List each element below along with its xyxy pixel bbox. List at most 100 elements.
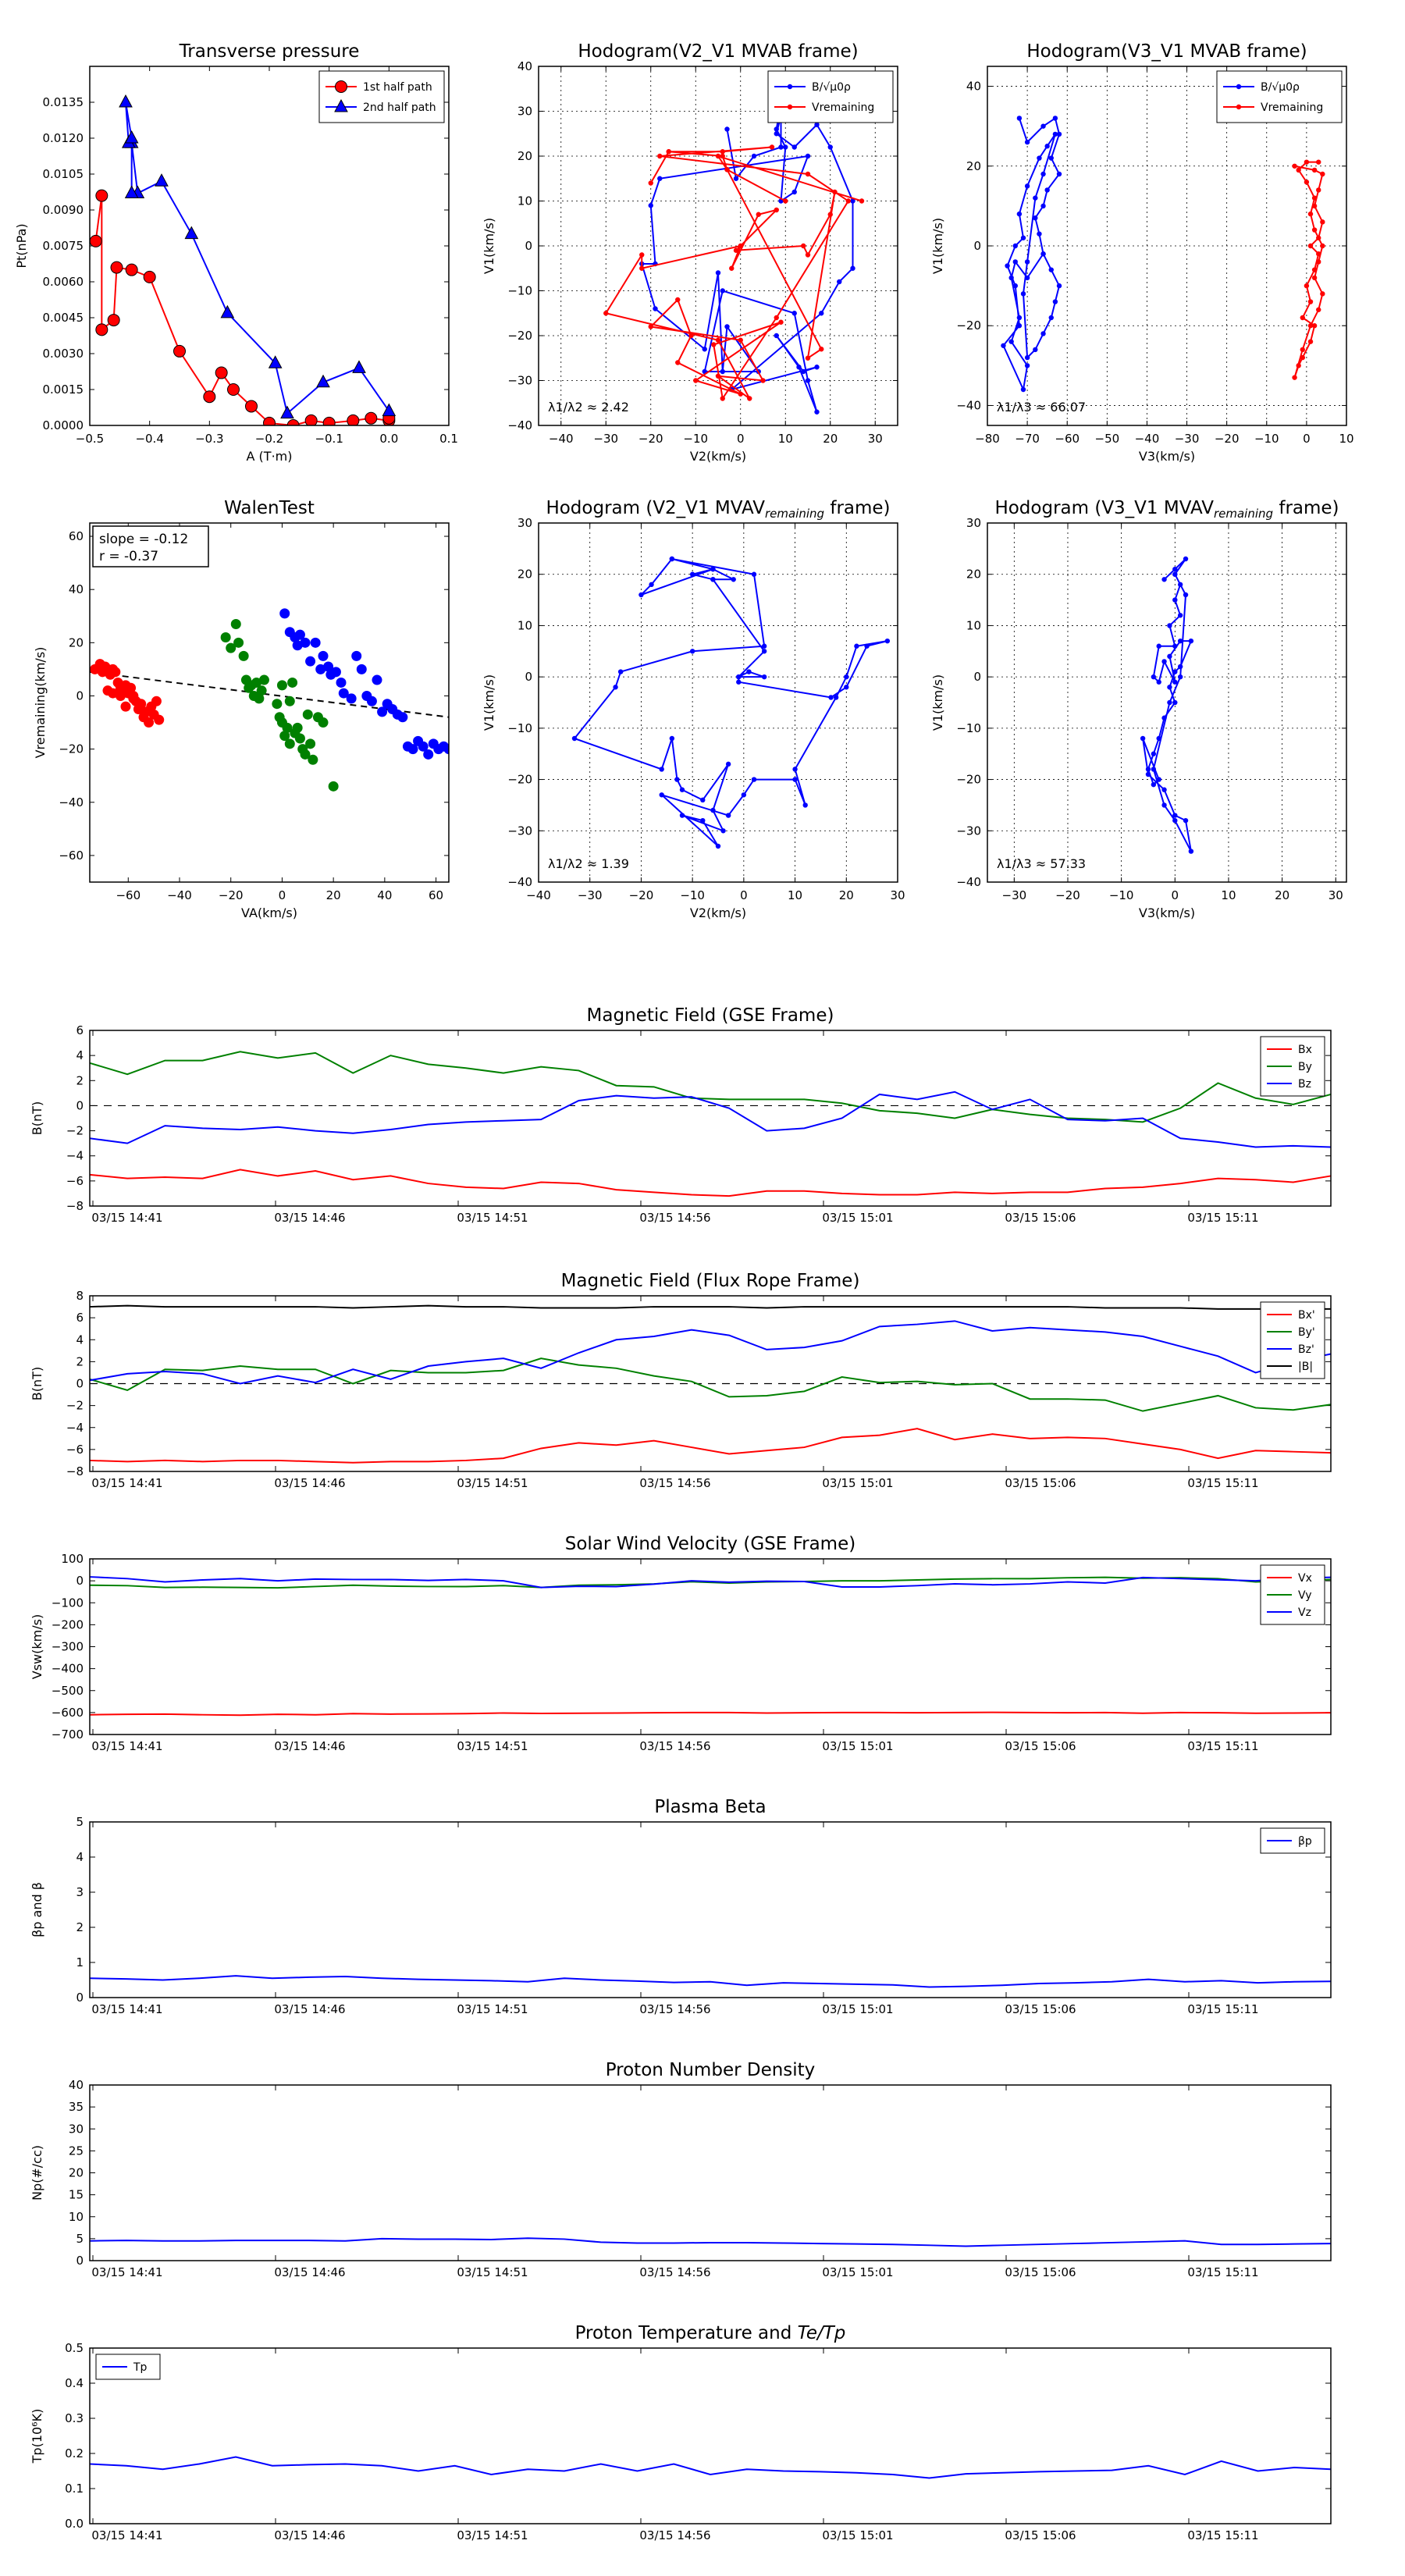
data-point bbox=[1177, 674, 1183, 680]
x-tick-label: 03/15 15:11 bbox=[1187, 2002, 1258, 2016]
data-point bbox=[1040, 123, 1046, 129]
plot-frame bbox=[89, 2347, 1332, 2524]
data-point bbox=[1033, 215, 1038, 221]
y-tick-label: −2 bbox=[66, 1124, 84, 1138]
y-tick-label: −400 bbox=[52, 1662, 84, 1676]
data-point bbox=[805, 355, 811, 361]
plot-frame bbox=[538, 66, 898, 426]
y-tick-label: 0 bbox=[76, 1377, 84, 1391]
data-point bbox=[1177, 664, 1183, 670]
data-point bbox=[1320, 171, 1325, 177]
data-point bbox=[294, 733, 305, 744]
data-point bbox=[657, 153, 663, 159]
data-point bbox=[1304, 283, 1310, 289]
legend-label: Bz' bbox=[1298, 1343, 1314, 1356]
data-point bbox=[648, 324, 653, 329]
legend-label: B/√μ0ρ bbox=[812, 81, 851, 94]
data-point bbox=[715, 373, 721, 379]
x-tick-label: 20 bbox=[326, 888, 341, 902]
x-tick-label: 30 bbox=[868, 432, 883, 446]
chart-title: WalenTest bbox=[224, 498, 315, 518]
y-axis-label: Vsw(km/s) bbox=[30, 1614, 44, 1679]
y-tick-label: −6 bbox=[66, 1443, 84, 1457]
data-point bbox=[657, 176, 663, 181]
x-tick-label: 0 bbox=[737, 432, 745, 446]
series-group bbox=[571, 556, 891, 849]
y-tick-label: 6 bbox=[76, 1311, 84, 1325]
data-point bbox=[715, 337, 721, 343]
y-tick-label: −500 bbox=[52, 1684, 84, 1698]
data-point bbox=[220, 632, 231, 643]
data-point bbox=[720, 396, 725, 401]
y-tick-label: 35 bbox=[69, 2100, 84, 2114]
data-point bbox=[1033, 347, 1038, 353]
plot-frame bbox=[89, 1558, 1332, 1735]
data-point bbox=[720, 153, 725, 159]
data-point bbox=[679, 813, 685, 818]
x-tick-label: −10 bbox=[680, 888, 705, 902]
y-tick-label: 0.0075 bbox=[43, 239, 84, 253]
y-tick-label: −30 bbox=[507, 824, 532, 838]
y-tick-label: −6 bbox=[66, 1174, 84, 1188]
y-tick-label: 0 bbox=[76, 1098, 84, 1112]
data-point bbox=[844, 674, 849, 680]
data-point bbox=[1156, 735, 1161, 742]
data-point bbox=[1167, 623, 1172, 628]
x-tick-label: 03/15 14:56 bbox=[639, 2265, 710, 2279]
data-point bbox=[1048, 315, 1054, 321]
series-group bbox=[1001, 116, 1325, 393]
y-tick-label: 0.0 bbox=[65, 2517, 84, 2531]
data-point bbox=[154, 714, 165, 725]
data-point bbox=[1300, 347, 1305, 353]
x-tick-label: −10 bbox=[1254, 432, 1279, 446]
x-tick-label: 03/15 14:56 bbox=[639, 1739, 710, 1753]
data-point bbox=[1161, 659, 1167, 664]
data-point bbox=[1304, 159, 1310, 165]
legend-label: 1st half path bbox=[363, 81, 432, 94]
data-point bbox=[215, 366, 228, 379]
data-point bbox=[864, 643, 870, 649]
x-tick-label: 03/15 14:46 bbox=[274, 1476, 345, 1490]
data-point bbox=[1177, 613, 1183, 618]
legend: B/√μ0ρ Vremaining bbox=[1216, 70, 1343, 123]
x-tick-label: −10 bbox=[683, 432, 708, 446]
series-line-0 bbox=[89, 1428, 1332, 1464]
legend-label: Vy bbox=[1298, 1589, 1312, 1602]
y-tick-label: −20 bbox=[59, 742, 84, 756]
y-tick-label: −30 bbox=[507, 374, 532, 388]
legend-label: Bx' bbox=[1298, 1309, 1315, 1322]
y-tick-label: 0 bbox=[525, 239, 532, 253]
chart-title: Magnetic Field (Flux Rope Frame) bbox=[561, 1271, 860, 1291]
x-axis-label: A (T·m) bbox=[247, 449, 293, 464]
y-tick-label: 2 bbox=[76, 1920, 84, 1934]
x-tick-label: 03/15 14:41 bbox=[91, 2528, 162, 2542]
x-tick-label: 03/15 14:51 bbox=[457, 2528, 528, 2542]
data-point bbox=[1024, 183, 1030, 189]
data-point bbox=[1307, 211, 1314, 217]
data-point bbox=[828, 695, 834, 700]
data-point bbox=[1161, 577, 1167, 582]
data-point bbox=[1001, 343, 1006, 348]
y-tick-label: 2 bbox=[76, 1073, 84, 1087]
data-point bbox=[850, 265, 855, 271]
data-point bbox=[1151, 767, 1157, 772]
legend-marker bbox=[787, 104, 793, 110]
legend: Bx By Bz bbox=[1260, 1036, 1325, 1097]
legend-marker bbox=[1236, 104, 1242, 110]
y-tick-label: −10 bbox=[507, 284, 532, 298]
data-point bbox=[276, 680, 287, 691]
data-point bbox=[1320, 243, 1325, 249]
data-point bbox=[648, 180, 653, 186]
data-point bbox=[233, 637, 244, 648]
y-tick-label: −20 bbox=[507, 329, 532, 343]
data-point bbox=[279, 731, 290, 742]
data-point bbox=[1156, 643, 1161, 649]
legend-box bbox=[767, 70, 894, 123]
data-point bbox=[1052, 131, 1058, 137]
series-line-0 bbox=[573, 557, 888, 847]
data-point bbox=[352, 360, 366, 373]
chart-title: Plasma Beta bbox=[654, 1797, 766, 1817]
x-tick-label: 03/15 14:51 bbox=[457, 1476, 528, 1490]
y-tick-label: 40 bbox=[69, 582, 84, 596]
y-tick-label: 0.0000 bbox=[43, 418, 84, 432]
